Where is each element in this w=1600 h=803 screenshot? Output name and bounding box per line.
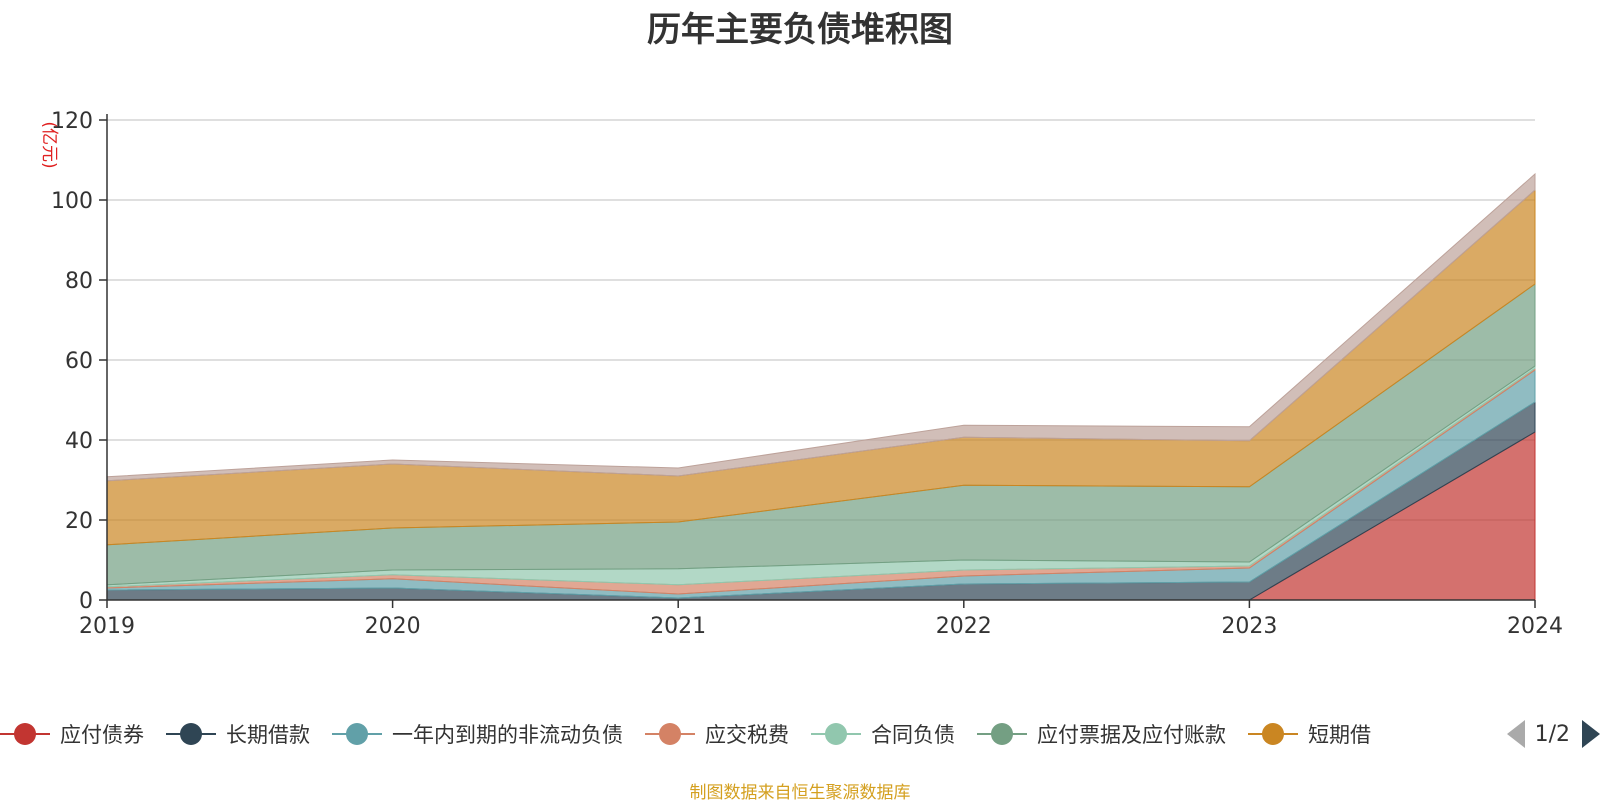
legend-label: 短期借 [1308, 723, 1371, 747]
y-tick-label: 20 [65, 509, 93, 534]
area-series-8 [106, 172, 1536, 482]
legend-item[interactable]: 合同负债 [811, 719, 955, 749]
y-tick-label: 80 [65, 269, 93, 294]
legend-pager: 1/2 [1498, 716, 1600, 752]
legend-item[interactable]: 短期借 [1248, 719, 1371, 749]
x-tick-label: 2019 [79, 614, 135, 639]
x-tick-label: 2023 [1221, 614, 1277, 639]
legend: 应付债券 长期借款 一年内到期的非流动负债 应交税费 合同负债 应付票据及应付账款 短期借 [0, 716, 1600, 752]
y-tick-label: 40 [65, 429, 93, 454]
legend-marker-icon [645, 722, 695, 746]
legend-label: 一年内到期的非流动负债 [392, 723, 623, 747]
legend-item[interactable]: 应交税费 [645, 719, 789, 749]
x-tick-label: 2024 [1507, 614, 1563, 639]
legend-item[interactable]: 长期借款 [166, 719, 310, 749]
legend-page-indicator: 1/2 [1534, 721, 1570, 747]
legend-marker-icon [1248, 722, 1298, 746]
legend-label: 合同负债 [871, 723, 955, 747]
y-tick-label: 60 [65, 349, 93, 374]
x-tick-label: 2020 [365, 614, 421, 639]
legend-marker-icon [166, 722, 216, 746]
legend-marker-icon [977, 722, 1027, 746]
legend-item[interactable]: 应付票据及应付账款 [977, 719, 1226, 749]
legend-label: 长期借款 [226, 723, 310, 747]
y-tick-label: 0 [79, 589, 93, 614]
x-tick-label: 2021 [650, 614, 706, 639]
legend-item[interactable]: 一年内到期的非流动负债 [332, 719, 623, 749]
x-tick-label: 2022 [936, 614, 992, 639]
legend-marker-icon [332, 722, 382, 746]
prev-page-icon[interactable] [1506, 720, 1525, 748]
legend-marker-icon [0, 722, 50, 746]
legend-label: 应付票据及应付账款 [1037, 723, 1226, 747]
y-tick-label: 120 [51, 109, 93, 134]
y-axis-unit-label: (亿元) [39, 121, 59, 168]
legend-item[interactable]: 应付债券 [0, 719, 144, 749]
axes: 0 20 40 60 80 100 120 2019 2020 2021 2022 2023 2024 [51, 109, 1563, 639]
legend-label: 应付债券 [60, 723, 144, 747]
data-source-note: 制图数据来自恒生聚源数据库 [689, 783, 911, 803]
legend-marker-icon [811, 722, 861, 746]
y-tick-label: 100 [51, 189, 93, 214]
legend-label: 应交税费 [705, 723, 789, 747]
chart-title: 历年主要负债堆积图 [647, 10, 953, 50]
area-series [106, 172, 1536, 601]
next-page-icon[interactable] [1582, 720, 1600, 748]
